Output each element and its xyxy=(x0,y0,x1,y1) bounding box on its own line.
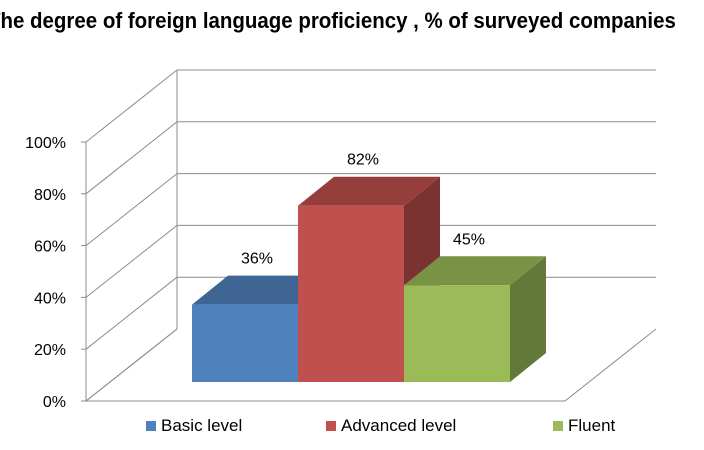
floor-side xyxy=(85,328,178,402)
y-tick-label: 80% xyxy=(34,187,66,204)
floor-edge xyxy=(86,328,657,402)
legend-item: Fluent xyxy=(553,416,615,436)
legend-label: Advanced level xyxy=(341,416,457,435)
gridline-side xyxy=(85,121,178,195)
y-tick-label: 0% xyxy=(43,394,66,411)
gridline-side xyxy=(85,276,178,350)
y-tick-label: 60% xyxy=(34,239,66,256)
y-tick-label: 20% xyxy=(34,342,66,359)
data-label: 45% xyxy=(453,231,485,248)
bar-top-1 xyxy=(298,176,440,206)
legend-item: Advanced level xyxy=(326,416,456,436)
bar-top-2 xyxy=(404,256,546,286)
gridline-side xyxy=(85,69,178,143)
chart-title: The degree of foreign language proficien… xyxy=(0,8,676,33)
data-label: 36% xyxy=(241,251,273,268)
gridline-side xyxy=(85,225,178,298)
data-label: 82% xyxy=(347,152,379,169)
legend-label: Fluent xyxy=(568,416,616,435)
bar-side-2 xyxy=(510,256,546,382)
legend-swatch xyxy=(146,421,156,431)
bar xyxy=(298,205,404,382)
bar xyxy=(192,304,298,382)
legend-swatch xyxy=(553,421,563,431)
gridline-side xyxy=(85,173,178,246)
chart-legend: Basic level Advanced level Fluent xyxy=(0,416,704,438)
legend-swatch xyxy=(326,421,336,431)
bar xyxy=(404,285,510,382)
y-tick-label: 100% xyxy=(25,135,66,152)
legend-label: Basic level xyxy=(161,416,243,435)
y-tick-label: 40% xyxy=(34,290,66,307)
legend-item: Basic level xyxy=(146,416,242,436)
